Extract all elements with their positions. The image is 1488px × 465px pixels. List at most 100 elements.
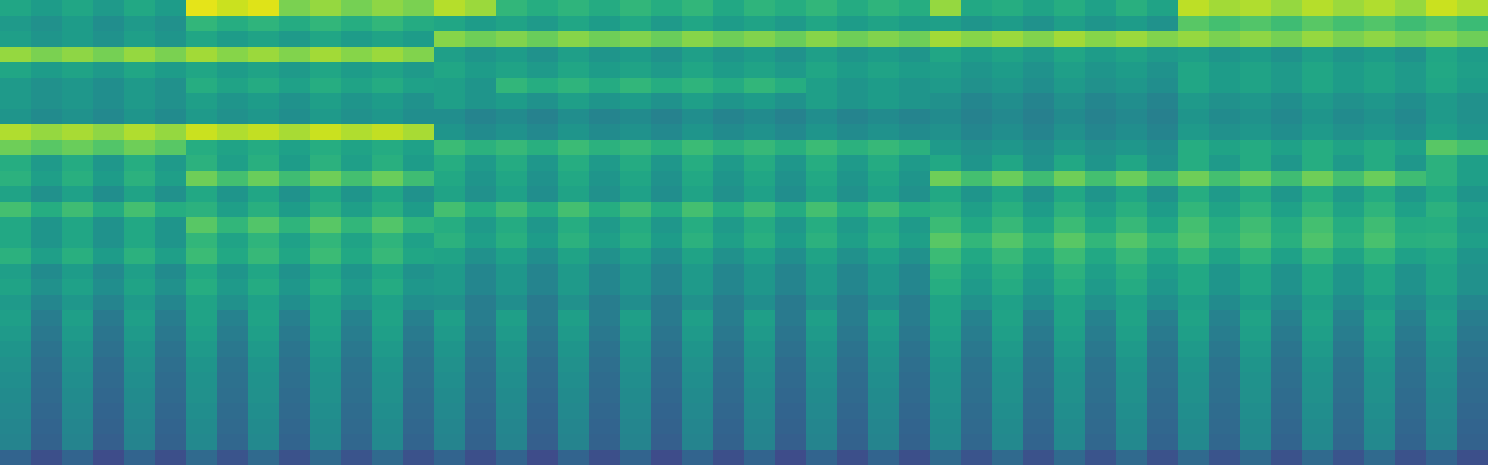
heat-cell (558, 279, 590, 295)
heat-cell (1209, 341, 1241, 357)
heat-cell (1333, 109, 1365, 125)
heat-cell (62, 109, 94, 125)
heat-cell (775, 279, 807, 295)
heat-cell (310, 186, 342, 202)
heat-cell (1147, 47, 1179, 63)
heat-cell (124, 450, 156, 465)
heat-cell (1395, 16, 1427, 32)
heat-cell (186, 264, 218, 280)
heat-cell (744, 434, 776, 450)
heat-cell (1054, 140, 1086, 156)
heat-cell (217, 341, 249, 357)
heat-cell (1085, 388, 1117, 404)
heat-cell (186, 233, 218, 249)
heat-cell (1271, 434, 1303, 450)
heat-cell (558, 109, 590, 125)
heat-cell (558, 78, 590, 94)
heat-cell (806, 124, 838, 140)
heat-cell (372, 341, 404, 357)
heat-cell (93, 171, 125, 187)
heat-cell (403, 93, 435, 109)
heatmap-chart (0, 0, 1488, 465)
heat-cell (341, 419, 373, 435)
heat-cell (31, 16, 63, 32)
heat-cell (1023, 403, 1055, 419)
heat-cell (1116, 295, 1148, 311)
heat-cell (930, 434, 962, 450)
heat-cell (279, 326, 311, 342)
heat-cell (806, 357, 838, 373)
heat-cell (279, 388, 311, 404)
heat-cell (93, 62, 125, 78)
heat-cell (527, 93, 559, 109)
heat-cell (372, 264, 404, 280)
heat-cell (868, 295, 900, 311)
heat-cell (1178, 62, 1210, 78)
heat-cell (217, 16, 249, 32)
heat-cell (434, 62, 466, 78)
heat-cell (620, 31, 652, 47)
heat-cell (62, 450, 94, 465)
heat-cell (713, 403, 745, 419)
heat-cell (713, 16, 745, 32)
heat-cell (0, 372, 32, 388)
heat-cell (1209, 357, 1241, 373)
heat-cell (992, 233, 1024, 249)
heat-cell (1457, 295, 1488, 311)
heat-cell (1271, 310, 1303, 326)
heat-cell (527, 202, 559, 218)
heat-cell (992, 93, 1024, 109)
heat-cell (465, 47, 497, 63)
heat-cell (1364, 186, 1396, 202)
heat-cell (744, 372, 776, 388)
heat-cell (186, 326, 218, 342)
heat-cell (1364, 93, 1396, 109)
heat-cell (1457, 31, 1488, 47)
heat-cell (961, 434, 993, 450)
heat-cell (279, 0, 311, 16)
heat-cell (1023, 450, 1055, 465)
heat-cell (589, 341, 621, 357)
heat-cell (961, 419, 993, 435)
heat-cell (1023, 109, 1055, 125)
heat-cell (155, 326, 187, 342)
heat-cell (1426, 434, 1458, 450)
heat-cell (1054, 310, 1086, 326)
heat-cell (217, 295, 249, 311)
heat-cell (713, 78, 745, 94)
heat-cell (1302, 0, 1334, 16)
heat-cell (868, 264, 900, 280)
heat-cell (837, 47, 869, 63)
heat-cell (1457, 78, 1488, 94)
heat-cell (868, 217, 900, 233)
heat-cell (1147, 140, 1179, 156)
heat-cell (651, 264, 683, 280)
heat-cell (1302, 93, 1334, 109)
heat-cell (868, 419, 900, 435)
heat-cell (1395, 372, 1427, 388)
heat-cell (1054, 357, 1086, 373)
heat-cell (961, 16, 993, 32)
heat-cell (403, 248, 435, 264)
heat-cell (1395, 248, 1427, 264)
heat-cell (1054, 295, 1086, 311)
heat-cell (1085, 434, 1117, 450)
heat-cell (1457, 326, 1488, 342)
heat-cell (279, 341, 311, 357)
heat-cell (992, 140, 1024, 156)
heat-cell (744, 155, 776, 171)
heat-cell (527, 326, 559, 342)
heat-cell (341, 202, 373, 218)
heat-cell (31, 31, 63, 47)
heat-cell (1364, 388, 1396, 404)
heat-cell (155, 310, 187, 326)
heat-cell (465, 310, 497, 326)
heat-cell (1364, 217, 1396, 233)
heat-cell (155, 16, 187, 32)
heat-cell (1116, 419, 1148, 435)
heat-cell (279, 217, 311, 233)
heat-cell (713, 93, 745, 109)
heat-cell (496, 388, 528, 404)
heat-cell (806, 233, 838, 249)
heat-cell (1271, 264, 1303, 280)
